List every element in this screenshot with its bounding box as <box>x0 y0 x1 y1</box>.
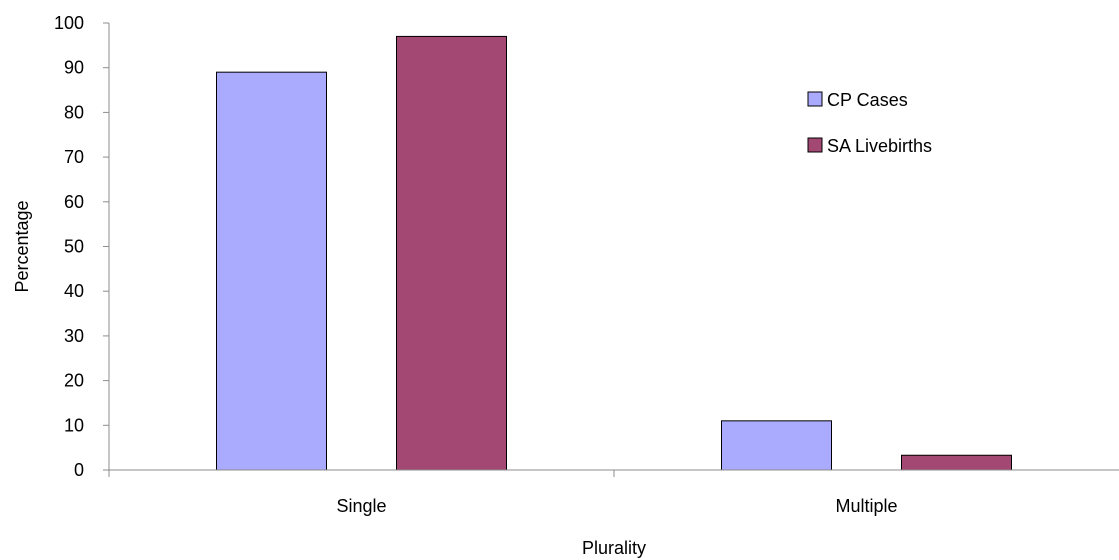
y-tick-label: 10 <box>64 415 84 435</box>
y-tick-label: 50 <box>64 237 84 257</box>
x-tick-label: Multiple <box>835 496 897 516</box>
y-axis-title: Percentage <box>12 200 32 292</box>
bar-cp-cases-multiple <box>721 420 832 471</box>
y-tick-label: 70 <box>64 147 84 167</box>
y-tick-label: 0 <box>74 460 84 480</box>
legend-label: SA Livebirths <box>827 136 932 156</box>
y-tick-label: 40 <box>64 281 84 301</box>
x-axis-labels: Single Multiple <box>336 496 897 516</box>
y-tick-label: 30 <box>64 326 84 346</box>
legend: CP Cases SA Livebirths <box>807 90 932 156</box>
y-tick-label: 100 <box>54 13 84 33</box>
bar-sa-livebirths-multiple <box>901 454 1012 471</box>
y-tick-label: 90 <box>64 58 84 78</box>
bar-sa-livebirths-single <box>396 35 507 471</box>
y-tick-label: 20 <box>64 371 84 391</box>
y-axis-ticks: 0 10 20 30 40 50 60 70 80 90 100 <box>54 13 615 480</box>
legend-label: CP Cases <box>827 90 908 110</box>
x-axis-title: Plurality <box>582 538 646 558</box>
bars <box>216 35 1012 471</box>
y-tick-label: 80 <box>64 102 84 122</box>
bar-cp-cases-single <box>216 71 327 471</box>
x-tick-label: Single <box>336 496 386 516</box>
legend-swatch <box>807 91 823 107</box>
y-tick-label: 60 <box>64 192 84 212</box>
legend-swatch <box>807 137 823 153</box>
